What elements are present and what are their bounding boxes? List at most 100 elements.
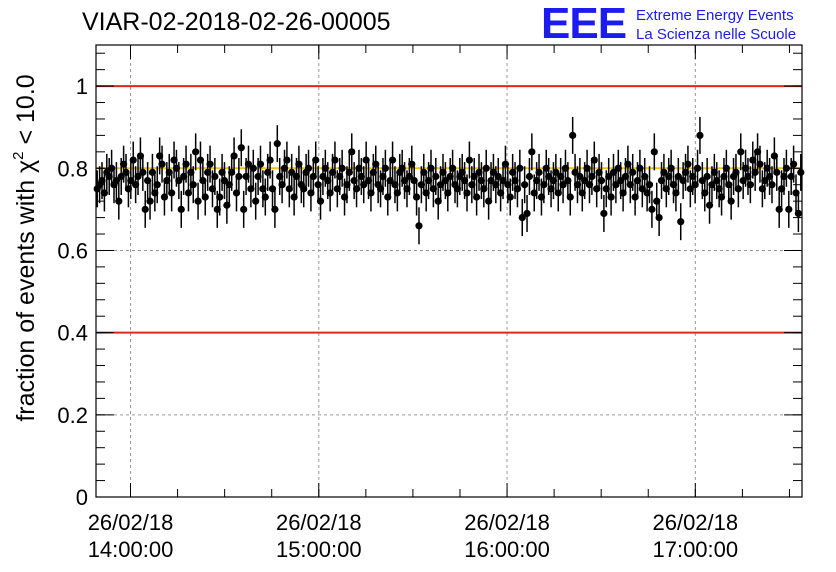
data-point [523,209,531,218]
data-point [206,160,214,168]
grid-layer [96,45,802,497]
data-point [158,160,166,168]
data-point [220,177,229,185]
y-tick-label: 0.2 [57,403,88,428]
data-point [590,156,598,164]
data-point [352,185,361,193]
data-point [727,197,735,205]
data-point [751,168,759,176]
data-point [247,185,255,193]
logo-line-2: La Scienza nelle Scuole [636,26,797,43]
data-point [223,201,231,209]
data-point [624,160,632,168]
data-point [393,189,401,197]
data-point [189,181,197,189]
data-point [420,168,428,176]
y-tick-label: 0.8 [57,156,88,181]
data-point [165,168,173,176]
data-point [153,181,161,189]
data-point [115,197,123,205]
data-point [737,148,745,156]
x-tick-label-time: 17:00:00 [652,537,738,562]
data-point [693,164,702,172]
data-point [144,177,152,185]
data-point [485,197,493,205]
data-point [473,193,481,201]
data-point [326,189,334,197]
data-point [261,193,269,201]
data-point [513,185,522,193]
data-point [518,213,526,222]
logo-line-1: Extreme Energy Events [636,7,794,24]
data-point [316,197,325,205]
data-point [696,131,704,139]
data-point [192,148,200,156]
data-point [148,168,157,176]
data-point [235,172,243,181]
data-point [569,131,577,139]
data-point [605,172,613,181]
data-point [196,156,205,164]
x-tick-label-date: 26/02/18 [88,510,174,535]
data-point [463,189,471,197]
data-point [345,168,353,176]
data-point [645,181,654,189]
x-tick-label-date: 26/02/18 [464,510,550,535]
data-point [597,177,606,185]
data-point [470,172,478,181]
data-point [312,156,320,164]
data-point [182,160,190,168]
x-tick-label-time: 14:00:00 [88,537,174,562]
y-axis-label: fraction of events with χ2 < 10.0 [10,74,40,421]
data-point [367,189,375,197]
data-point [636,164,644,172]
data-point [256,160,265,168]
data-point [525,172,534,181]
data-point [141,205,149,213]
data-point [240,205,248,213]
data-point [386,177,394,185]
data-point [427,164,435,172]
data-point [775,205,783,213]
data-point [237,144,245,152]
data-point [372,160,380,168]
x-tick-label-date: 26/02/18 [652,510,738,535]
reference-lines [96,85,802,334]
data-point [201,193,209,201]
data-point [648,205,656,213]
data-point [792,189,800,197]
y-axis-label-tail: < 10.0 [12,74,40,151]
data-point [271,205,279,213]
data-point [100,189,109,197]
data-point [127,177,135,185]
data-point [794,209,802,218]
data-point [465,156,474,164]
data-point [134,172,142,181]
data-point [252,197,260,205]
data-point [230,152,238,160]
data-point [415,222,423,230]
data-point [756,160,764,168]
y-tick-label: 0.6 [57,238,88,263]
eee-logo: EEE Extreme Energy Events La Scienza nel… [541,2,836,46]
data-point [184,189,193,197]
data-point [194,197,202,205]
data-point [521,181,529,189]
data-point [129,156,137,164]
chart-title: VIAR-02-2018-02-26-00005 [82,8,391,36]
data-point [283,156,291,164]
axes: 00.20.40.60.8126/02/1814:00:0026/02/1815… [57,45,802,562]
data-point [535,168,543,176]
data-point [789,160,798,168]
data-point [362,156,370,164]
data-point [244,160,253,168]
data-point [348,148,356,156]
data-point [600,209,608,218]
data-point [381,164,389,172]
data-point [273,140,281,148]
data-point [288,168,296,176]
x-tick-label-time: 15:00:00 [276,537,362,562]
data-point [304,164,313,172]
data-point [684,160,692,168]
